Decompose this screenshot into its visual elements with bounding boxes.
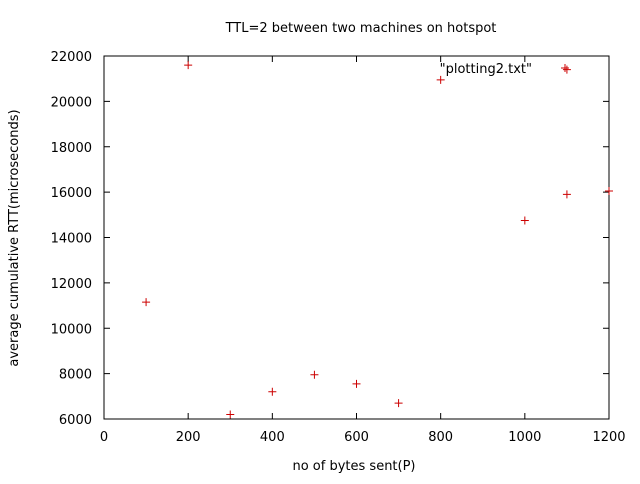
y-tick-label: 8000 [59, 368, 92, 383]
x-tick-label: 400 [260, 430, 285, 445]
y-axis-label: average cumulative RTT(microseconds) [7, 109, 22, 366]
y-tick-label: 22000 [51, 50, 92, 65]
data-point [352, 379, 361, 388]
data-point [184, 61, 193, 70]
data-point [310, 370, 319, 379]
chart-title: TTL=2 between two machines on hotspot [225, 21, 497, 36]
plot-frame [103, 55, 610, 420]
data-point [562, 65, 571, 74]
x-axis-label: no of bytes sent(P) [292, 459, 415, 474]
data-point [268, 387, 277, 396]
data-point [605, 186, 613, 195]
data-point [394, 399, 403, 408]
data-point [226, 410, 235, 419]
x-tick-label: 200 [176, 430, 201, 445]
y-tick-label: 10000 [51, 322, 92, 337]
data-point [520, 216, 529, 225]
legend-marker [561, 64, 569, 72]
data-point [562, 190, 571, 199]
x-tick-label: 800 [428, 430, 453, 445]
y-tick-label: 12000 [51, 277, 92, 292]
data-point [142, 298, 151, 307]
x-tick-label: 1200 [592, 430, 625, 445]
y-tick-label: 14000 [51, 232, 92, 247]
data-points [142, 61, 613, 419]
y-tick-label: 20000 [51, 95, 92, 110]
y-tick-label: 18000 [51, 141, 92, 156]
legend: "plotting2.txt" [440, 62, 569, 77]
x-tick-label: 0 [100, 430, 108, 445]
x-tick-label: 600 [344, 430, 369, 445]
data-point [436, 75, 445, 84]
y-tick-label: 16000 [51, 186, 92, 201]
x-tick-label: 1000 [508, 430, 541, 445]
legend-label: "plotting2.txt" [440, 62, 532, 77]
axis-ticks: 0 200 400 600 800 1000 1200 6000 8000 10000 12000 1… [51, 50, 626, 445]
y-tick-label: 6000 [59, 413, 92, 428]
